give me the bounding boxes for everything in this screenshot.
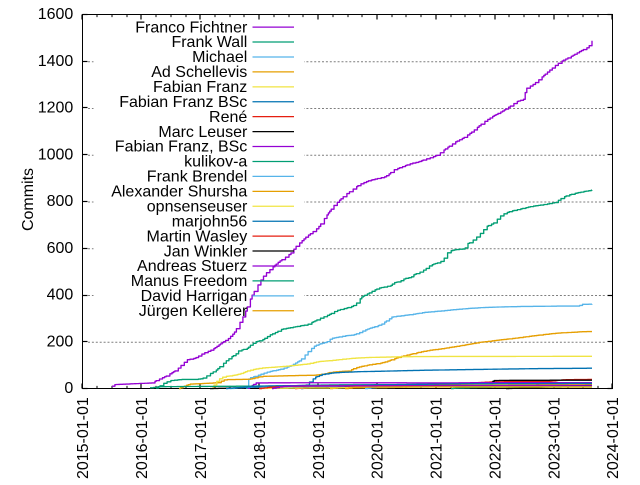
svg-text:Michael: Michael	[192, 49, 247, 66]
svg-text:Commits: Commits	[20, 168, 37, 231]
svg-text:David Harrigan: David Harrigan	[141, 288, 248, 305]
svg-text:1600: 1600	[38, 6, 74, 23]
svg-text:kulikov-a: kulikov-a	[184, 154, 247, 171]
svg-text:Manus Freedom: Manus Freedom	[131, 273, 248, 290]
svg-text:2024-01-01: 2024-01-01	[605, 397, 622, 479]
svg-text:1200: 1200	[38, 100, 74, 117]
svg-text:2019-01-01: 2019-01-01	[311, 397, 328, 479]
svg-text:Jan Winkler: Jan Winkler	[164, 243, 248, 260]
svg-text:0: 0	[64, 380, 73, 397]
svg-text:200: 200	[47, 333, 74, 350]
svg-text:400: 400	[47, 287, 74, 304]
svg-text:Ad Schellevis: Ad Schellevis	[151, 64, 247, 81]
svg-text:Marc Leuser: Marc Leuser	[158, 124, 248, 141]
svg-text:Frank Wall: Frank Wall	[171, 34, 247, 51]
svg-text:Frank Brendel: Frank Brendel	[147, 169, 248, 186]
svg-text:2022-01-01: 2022-01-01	[487, 397, 504, 479]
svg-text:2018-01-01: 2018-01-01	[252, 397, 269, 479]
svg-text:René: René	[209, 109, 247, 126]
svg-text:2016-01-01: 2016-01-01	[134, 397, 151, 479]
svg-text:Andreas Stuerz: Andreas Stuerz	[137, 258, 247, 275]
svg-text:Jürgen Kellerer: Jürgen Kellerer	[139, 303, 248, 320]
svg-text:2017-01-01: 2017-01-01	[193, 397, 210, 479]
svg-text:1400: 1400	[38, 53, 74, 70]
svg-text:800: 800	[47, 193, 74, 210]
svg-text:2020-01-01: 2020-01-01	[370, 397, 387, 479]
svg-text:Fabian Franz BSc: Fabian Franz BSc	[119, 94, 247, 111]
svg-text:600: 600	[47, 240, 74, 257]
svg-text:Martin Wasley: Martin Wasley	[147, 228, 248, 245]
svg-text:2021-01-01: 2021-01-01	[429, 397, 446, 479]
svg-text:2023-01-01: 2023-01-01	[546, 397, 563, 479]
svg-text:Fabian Franz, BSc: Fabian Franz, BSc	[115, 139, 248, 156]
svg-text:1000: 1000	[38, 146, 74, 163]
svg-text:Fabian Franz: Fabian Franz	[153, 79, 247, 96]
svg-text:opnsenseuser: opnsenseuser	[147, 198, 248, 215]
svg-text:2015-01-01: 2015-01-01	[75, 397, 92, 479]
svg-text:Alexander Shursha: Alexander Shursha	[111, 184, 247, 201]
svg-text:marjohn56: marjohn56	[172, 213, 248, 230]
svg-text:Franco Fichtner: Franco Fichtner	[135, 19, 248, 36]
